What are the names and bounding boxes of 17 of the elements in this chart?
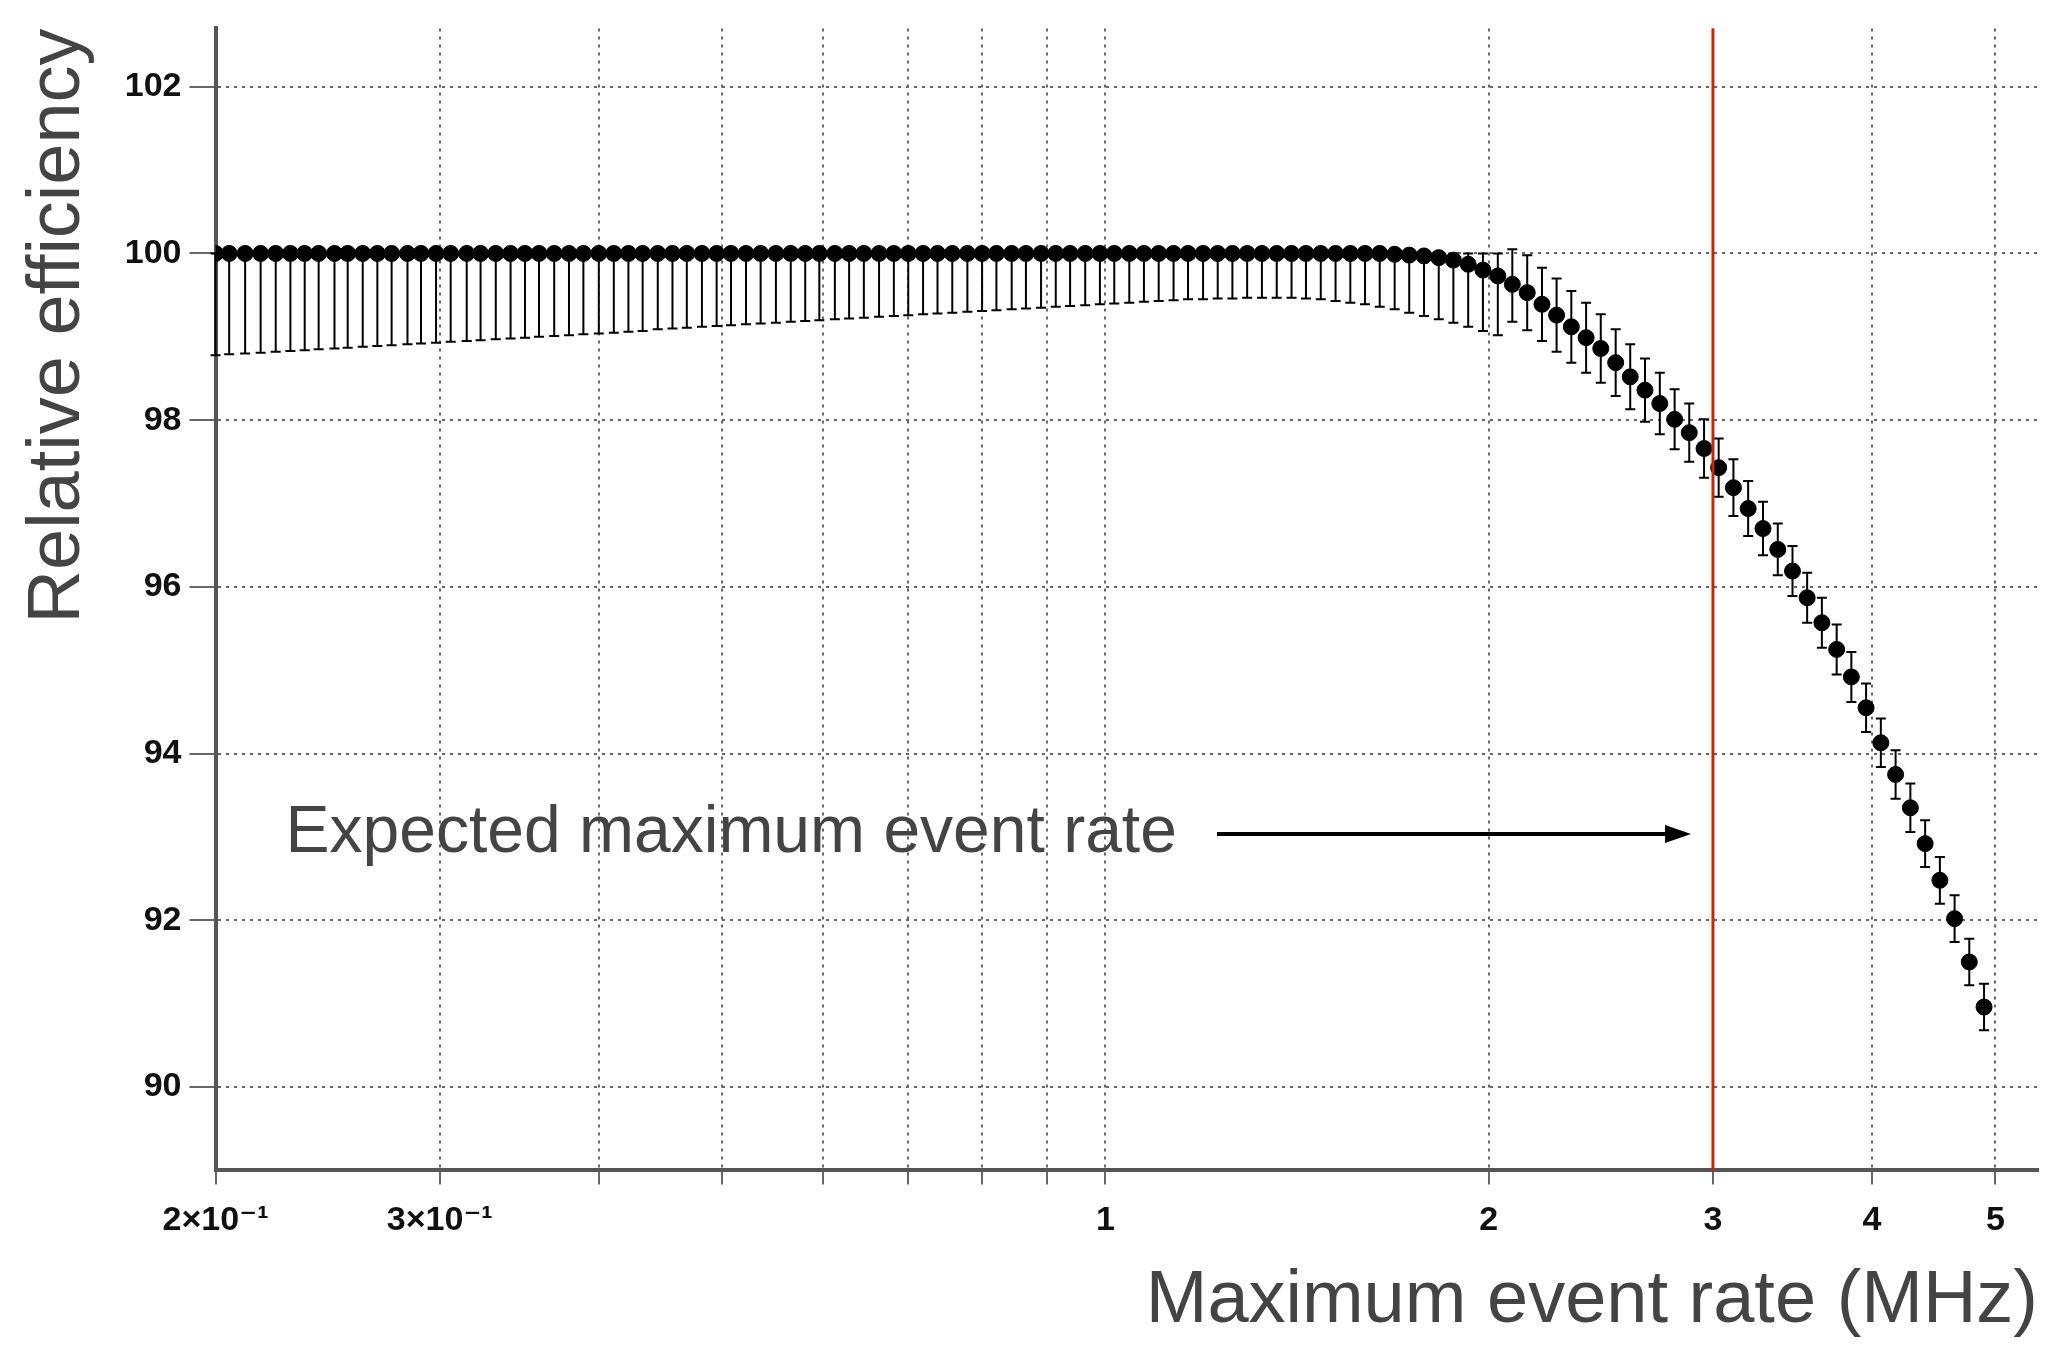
- x-tick-label: 2×10⁻¹: [162, 1199, 269, 1238]
- x-tick-label: 5: [1985, 1199, 2005, 1238]
- y-tick-label: 92: [143, 898, 182, 937]
- x-tick-label: 3: [1703, 1199, 1723, 1238]
- x-tick-label: 3×10⁻¹: [386, 1199, 493, 1238]
- y-tick-label: 96: [143, 565, 182, 604]
- x-tick-label: 2: [1479, 1199, 1499, 1238]
- y-axis-title: Relative efficiency: [11, 28, 95, 624]
- y-tick-label: 94: [143, 731, 182, 770]
- y-tick-label: 102: [124, 65, 182, 104]
- y-tick-label: 100: [124, 231, 182, 270]
- x-tick-label: 4: [1862, 1199, 1882, 1238]
- x-axis-title: Maximum event rate (MHz): [1145, 1255, 2038, 1339]
- annotation: Expected maximum event rate: [285, 791, 1177, 866]
- x-tick-label: 1: [1096, 1199, 1115, 1238]
- y-tick-label: 98: [143, 398, 182, 437]
- y-tick-label: 90: [143, 1065, 182, 1104]
